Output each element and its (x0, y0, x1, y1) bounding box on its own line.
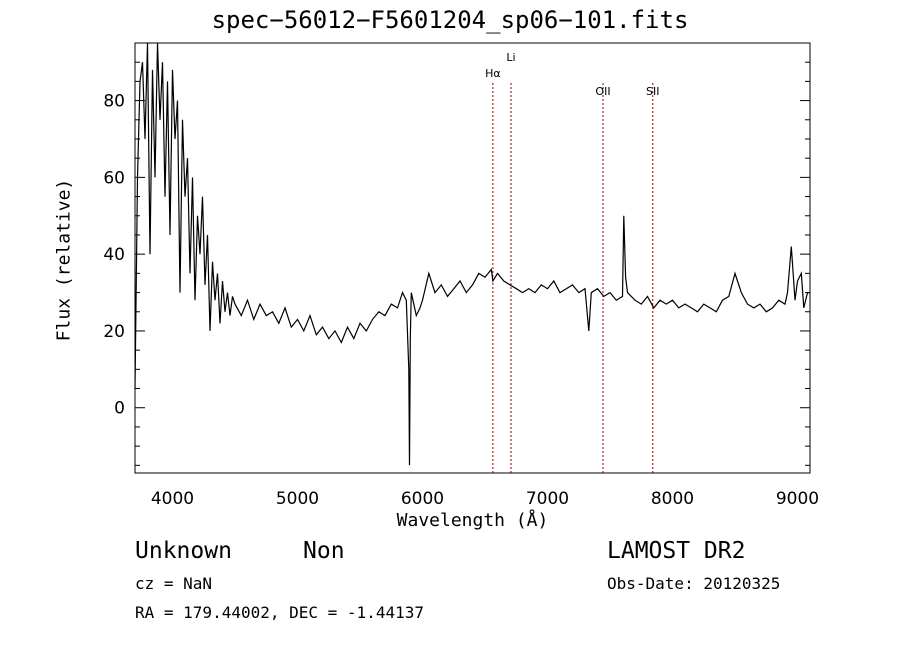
y-tick-label: 0 (114, 399, 125, 419)
spectral-line-label: Li (506, 51, 515, 64)
plot-frame (134, 42, 811, 474)
x-tick-label: 9000 (776, 489, 819, 509)
object-subclass: Non (303, 538, 345, 564)
y-axis-label: Flux (relative) (53, 178, 75, 342)
survey-name: LAMOST DR2 (607, 538, 746, 564)
spectral-line-label: OII (595, 85, 610, 98)
object-class: Unknown (135, 538, 232, 564)
x-tick-label: 4000 (151, 489, 194, 509)
x-axis-label: Wavelength (Å) (396, 510, 549, 531)
sky-coordinates: RA = 179.44002, DEC = -1.44137 (135, 603, 424, 622)
x-tick-label: 6000 (401, 489, 444, 509)
observation-date: Obs-Date: 20120325 (607, 574, 781, 593)
spectral-line-label: Hα (485, 67, 501, 80)
x-tick-label: 7000 (526, 489, 569, 509)
redshift-value: cz = NaN (135, 574, 213, 593)
spectral-line-label: SII (646, 85, 659, 98)
y-tick-label: 80 (103, 92, 125, 112)
y-tick-label: 20 (103, 322, 125, 342)
chart-title: spec−56012−F5601204_sp06−101.fits (211, 6, 689, 34)
x-tick-label: 5000 (276, 489, 319, 509)
y-tick-label: 40 (103, 245, 125, 265)
x-tick-label: 8000 (651, 489, 694, 509)
y-tick-label: 60 (103, 168, 125, 188)
spectrum-line (134, 42, 810, 466)
